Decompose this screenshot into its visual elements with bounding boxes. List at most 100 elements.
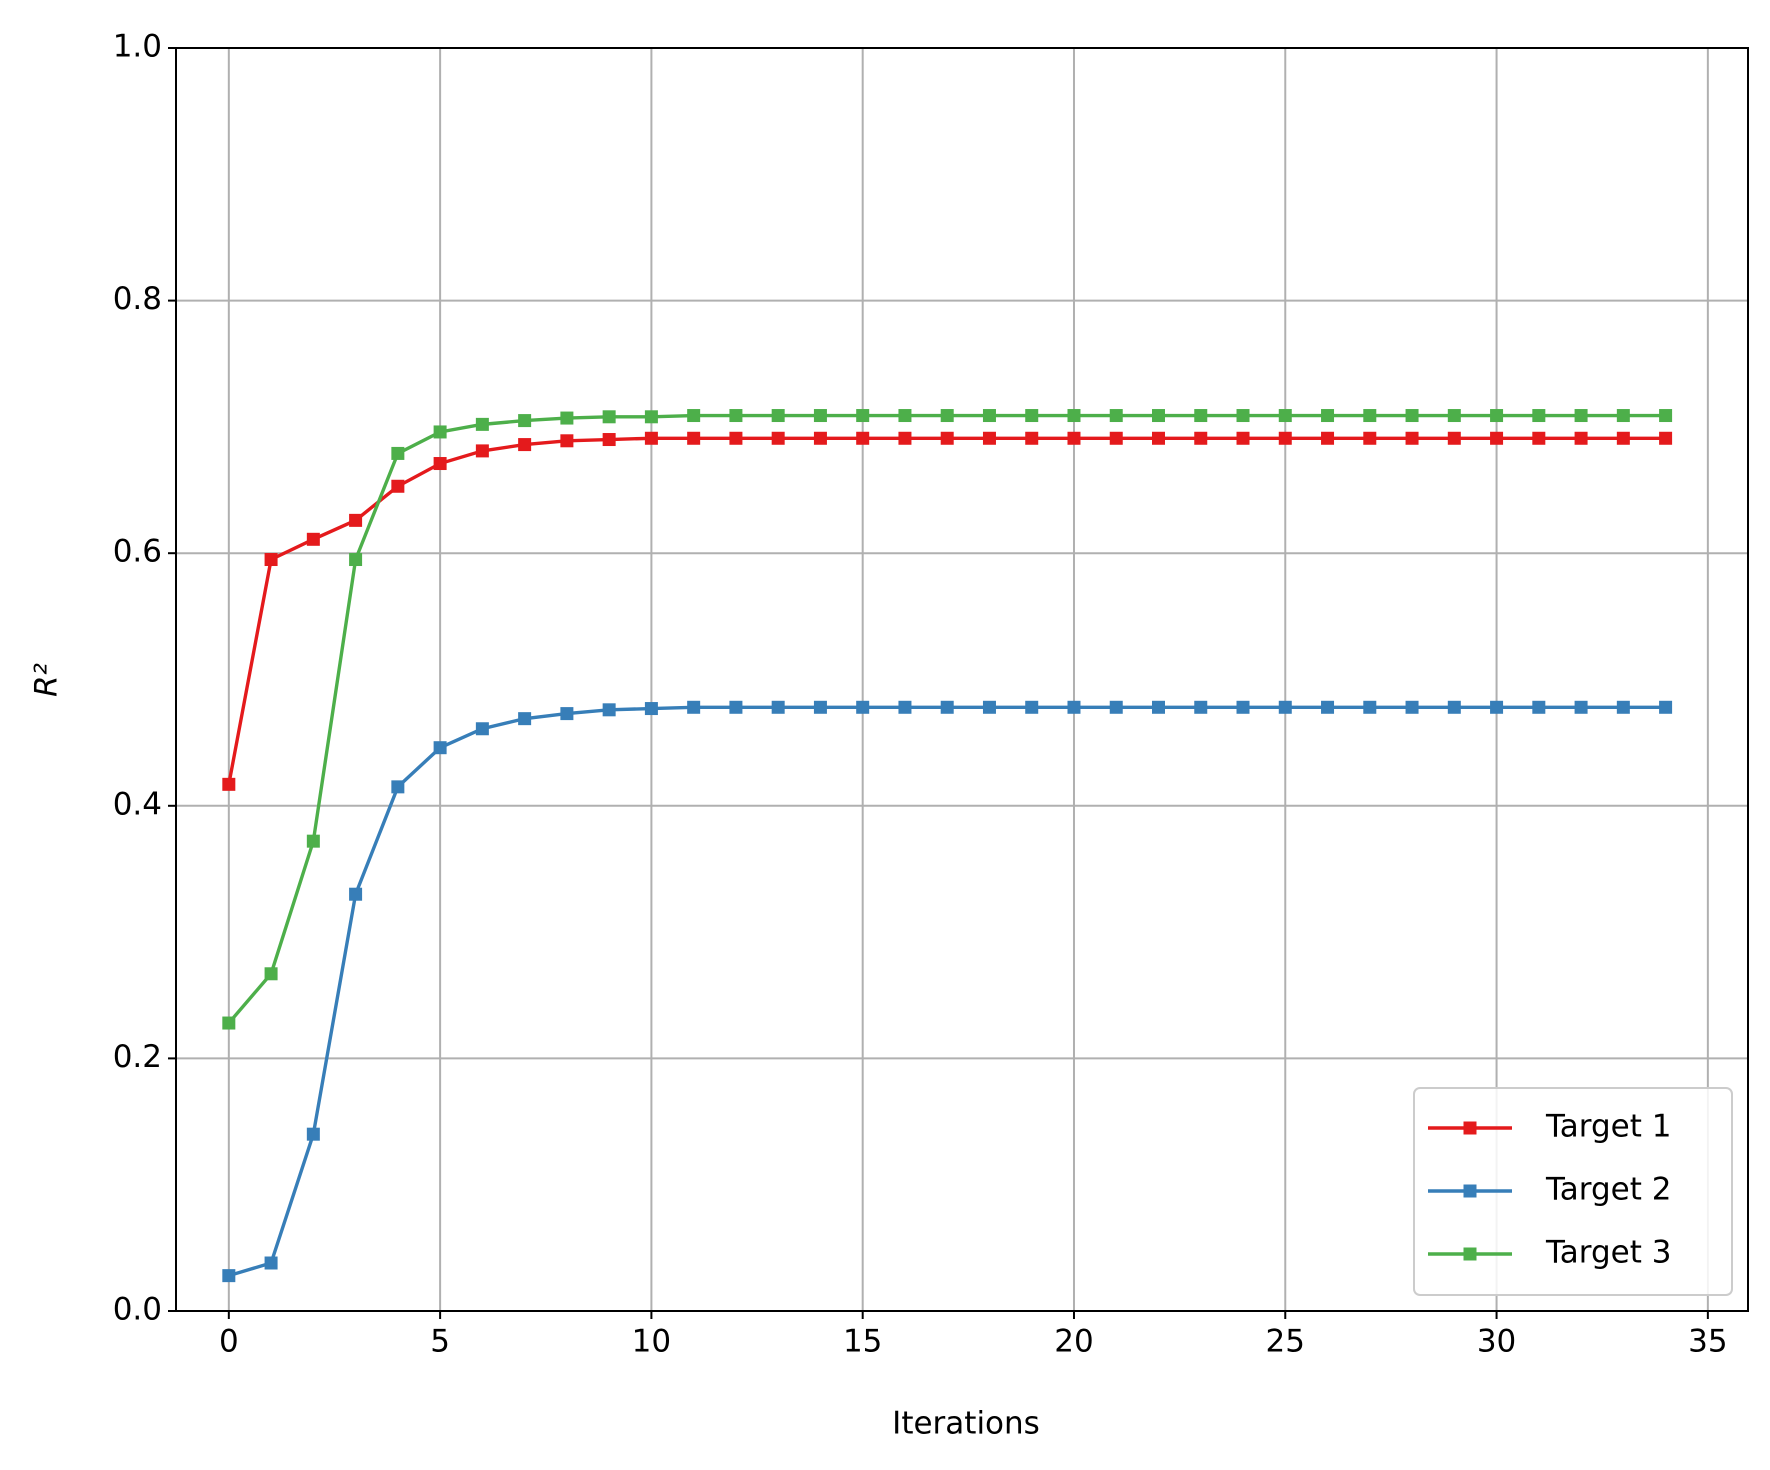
marker xyxy=(1321,409,1335,423)
x-tick-label: 25 xyxy=(1266,1324,1305,1360)
marker xyxy=(1109,700,1123,714)
marker xyxy=(560,707,574,721)
marker xyxy=(940,409,954,423)
y-tick-label: 0.2 xyxy=(113,1039,162,1075)
marker xyxy=(898,431,912,445)
x-tick-label: 30 xyxy=(1477,1324,1516,1360)
x-tick-label: 15 xyxy=(843,1324,882,1360)
series-line xyxy=(227,413,1666,1025)
marker xyxy=(1363,409,1377,423)
marker xyxy=(687,700,701,714)
legend-label: Target 2 xyxy=(1545,1172,1671,1208)
marker xyxy=(856,409,870,423)
y-tick-label: 0.0 xyxy=(113,1292,162,1328)
marker xyxy=(898,409,912,423)
marker xyxy=(475,417,489,431)
marker xyxy=(1321,431,1335,445)
marker xyxy=(264,553,278,567)
marker xyxy=(1025,409,1039,423)
marker xyxy=(1490,700,1504,714)
legend-marker xyxy=(1463,1184,1477,1198)
y-tick-label: 0.8 xyxy=(113,281,162,317)
marker xyxy=(391,780,405,794)
marker xyxy=(729,700,743,714)
y-tick-label: 0.6 xyxy=(113,534,162,570)
marker xyxy=(1574,700,1588,714)
x-tick-label: 10 xyxy=(632,1324,671,1360)
marker xyxy=(1278,431,1292,445)
marker xyxy=(1616,409,1630,423)
marker xyxy=(1616,700,1630,714)
marker xyxy=(1152,431,1165,445)
plot-frame xyxy=(175,47,1749,1312)
marker xyxy=(1574,409,1588,423)
marker xyxy=(306,532,320,546)
marker xyxy=(391,479,405,493)
marker xyxy=(1616,431,1630,445)
marker xyxy=(1405,409,1419,423)
marker xyxy=(306,1127,320,1141)
y-axis-label: R² xyxy=(29,663,65,697)
marker xyxy=(982,409,996,423)
legend-box xyxy=(1413,1087,1733,1296)
marker xyxy=(433,457,447,471)
marker xyxy=(433,741,447,755)
marker xyxy=(602,703,616,717)
x-tick-label: 35 xyxy=(1688,1324,1727,1360)
marker xyxy=(1532,700,1546,714)
y-tick-label: 0.4 xyxy=(113,786,162,822)
marker xyxy=(1109,409,1123,423)
marker xyxy=(898,700,912,714)
marker xyxy=(644,410,658,424)
marker xyxy=(940,700,954,714)
marker xyxy=(644,431,658,445)
marker xyxy=(1447,431,1461,445)
marker xyxy=(1194,700,1208,714)
marker xyxy=(940,431,954,445)
marker xyxy=(1152,409,1165,423)
y-tick-label: 1.0 xyxy=(113,29,162,65)
marker xyxy=(1025,700,1039,714)
marker xyxy=(1321,700,1335,714)
marker xyxy=(222,1016,236,1030)
marker xyxy=(771,409,785,423)
marker xyxy=(687,431,701,445)
marker xyxy=(264,967,278,981)
marker xyxy=(306,834,320,848)
x-axis-label: Iterations xyxy=(892,1406,1040,1442)
series-line xyxy=(227,436,1666,785)
marker xyxy=(349,553,363,567)
legend-marker xyxy=(1463,1247,1477,1261)
marker xyxy=(1574,431,1588,445)
marker xyxy=(222,777,236,791)
marker xyxy=(1067,409,1081,423)
marker xyxy=(560,434,574,448)
marker xyxy=(1659,409,1673,423)
marker xyxy=(349,887,363,901)
marker xyxy=(687,409,701,423)
marker xyxy=(1278,700,1292,714)
marker xyxy=(1447,700,1461,714)
marker xyxy=(982,431,996,445)
marker xyxy=(264,1256,278,1270)
marker xyxy=(475,444,489,458)
marker xyxy=(1152,700,1165,714)
marker xyxy=(1236,700,1250,714)
marker xyxy=(1194,409,1208,423)
marker xyxy=(1659,700,1673,714)
marker xyxy=(1236,431,1250,445)
marker xyxy=(856,431,870,445)
x-tick-label: 5 xyxy=(430,1324,450,1360)
marker xyxy=(1109,431,1123,445)
marker xyxy=(560,411,574,425)
marker xyxy=(1067,700,1081,714)
legend-label: Target 1 xyxy=(1545,1109,1671,1145)
marker xyxy=(602,433,616,447)
marker xyxy=(349,513,363,527)
marker xyxy=(1447,409,1461,423)
marker xyxy=(518,438,532,452)
marker xyxy=(1278,409,1292,423)
marker xyxy=(729,431,743,445)
